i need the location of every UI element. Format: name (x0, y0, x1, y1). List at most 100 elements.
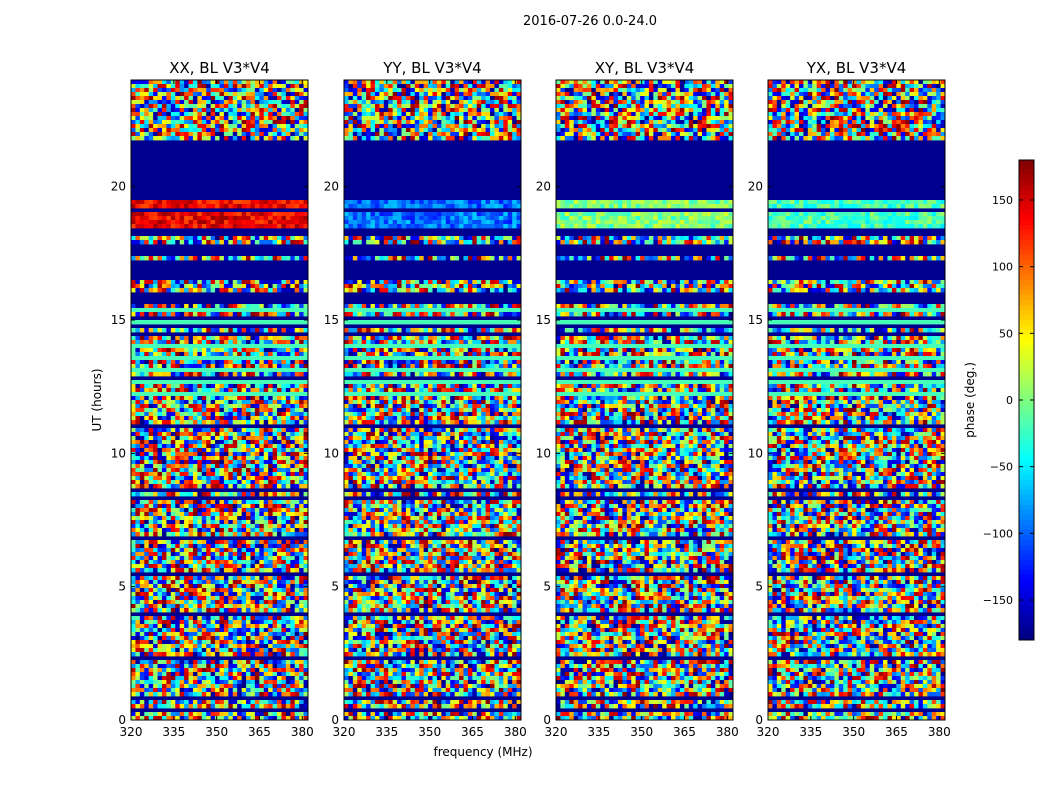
heatmap-cell (144, 596, 150, 601)
heatmap-cell (197, 704, 203, 709)
heatmap-cell (210, 676, 216, 681)
heatmap-cell (170, 524, 176, 529)
heatmap-cell (241, 628, 247, 633)
heatmap-cell (144, 200, 150, 205)
heatmap-cell (188, 576, 194, 581)
heatmap-cell (232, 96, 238, 101)
heatmap-cell (166, 716, 172, 721)
heatmap-cell (254, 96, 260, 101)
heatmap-cell (175, 304, 181, 309)
heatmap-cell (281, 512, 287, 517)
heatmap-cell (241, 440, 247, 445)
heatmap-cell (237, 80, 243, 85)
heatmap-cell (277, 716, 282, 721)
heatmap-cell (161, 432, 167, 437)
heatmap-cell (263, 668, 269, 673)
heatmap-cell (277, 108, 282, 113)
heatmap-cell (241, 304, 247, 309)
heatmap-cell (441, 100, 447, 105)
heatmap-cell (410, 84, 416, 89)
heatmap-cell (161, 236, 167, 241)
heatmap-cell (259, 532, 265, 537)
heatmap-cell (210, 608, 216, 613)
heatmap-cell (254, 600, 260, 605)
heatmap-cell (254, 448, 260, 453)
heatmap-cell (228, 500, 234, 505)
heatmap-cell (223, 508, 229, 513)
heatmap-cell (170, 240, 176, 245)
heatmap-cell (277, 604, 282, 609)
heatmap-cell (366, 92, 371, 97)
heatmap-cell (277, 504, 282, 509)
heatmap-cell (277, 100, 282, 105)
heatmap-cell (210, 368, 216, 373)
heatmap-cell (210, 92, 216, 97)
heatmap-cell (188, 280, 194, 285)
heatmap-cell (148, 356, 154, 361)
heatmap-cell (161, 400, 167, 405)
heatmap-cell (277, 200, 282, 205)
heatmap-cell (294, 236, 300, 241)
heatmap-cell (299, 416, 304, 421)
heatmap-cell (232, 624, 238, 629)
heatmap-cell (241, 308, 247, 313)
heatmap-cell (166, 608, 172, 613)
heatmap-cell (303, 344, 309, 349)
heatmap-cell (232, 432, 238, 437)
heatmap-cell (285, 380, 291, 385)
heatmap-cell (161, 108, 167, 113)
heatmap-cell (290, 88, 296, 93)
heatmap-cell (463, 84, 469, 89)
heatmap-cell (184, 200, 189, 205)
heatmap-cell (188, 348, 194, 353)
heatmap-cell (148, 608, 154, 613)
heatmap-cell (303, 360, 309, 365)
heatmap-cell (263, 348, 269, 353)
heatmap-cell (144, 136, 150, 141)
heatmap-cell (179, 472, 185, 477)
heatmap-cell (197, 516, 203, 521)
heatmap-cell (153, 256, 158, 261)
heatmap-cell (263, 200, 269, 205)
heatmap-cell (223, 620, 229, 625)
heatmap-cell (277, 500, 282, 505)
heatmap-cell (188, 100, 194, 105)
heatmap-cell (241, 508, 247, 513)
heatmap-cell (277, 576, 282, 581)
heatmap-cell (281, 408, 287, 413)
heatmap-cell (175, 580, 181, 585)
heatmap-cell (192, 532, 198, 537)
heatmap-cell (215, 692, 220, 697)
heatmap-cell (281, 716, 287, 721)
heatmap-cell (131, 408, 136, 413)
heatmap-cell (157, 312, 163, 317)
heatmap-cell (188, 452, 194, 457)
heatmap-cell (192, 416, 198, 421)
heatmap-cell (290, 124, 296, 129)
heatmap-cell (268, 592, 273, 597)
heatmap-cell (144, 476, 150, 481)
heatmap-cell (232, 668, 238, 673)
heatmap-cell (241, 640, 247, 645)
heatmap-cell (161, 604, 167, 609)
heatmap-cell (197, 288, 203, 293)
heatmap-cell (237, 396, 243, 401)
heatmap-cell (259, 392, 265, 397)
heatmap-cell (294, 464, 300, 469)
heatmap-cell (210, 544, 216, 549)
heatmap-cell (259, 340, 265, 345)
heatmap-cell (281, 468, 287, 473)
heatmap-cell (223, 412, 229, 417)
heatmap-cell (161, 256, 167, 261)
heatmap-cell (139, 680, 145, 685)
heatmap-cell (250, 92, 256, 97)
heatmap-cell (188, 632, 194, 637)
heatmap-cell (201, 220, 207, 225)
heatmap-cell (206, 492, 212, 497)
heatmap-cell (272, 92, 278, 97)
heatmap-cell (201, 452, 207, 457)
heatmap-cell (281, 704, 287, 709)
heatmap-cell (175, 504, 181, 509)
heatmap-cell (277, 312, 282, 317)
heatmap-cell (139, 256, 145, 261)
